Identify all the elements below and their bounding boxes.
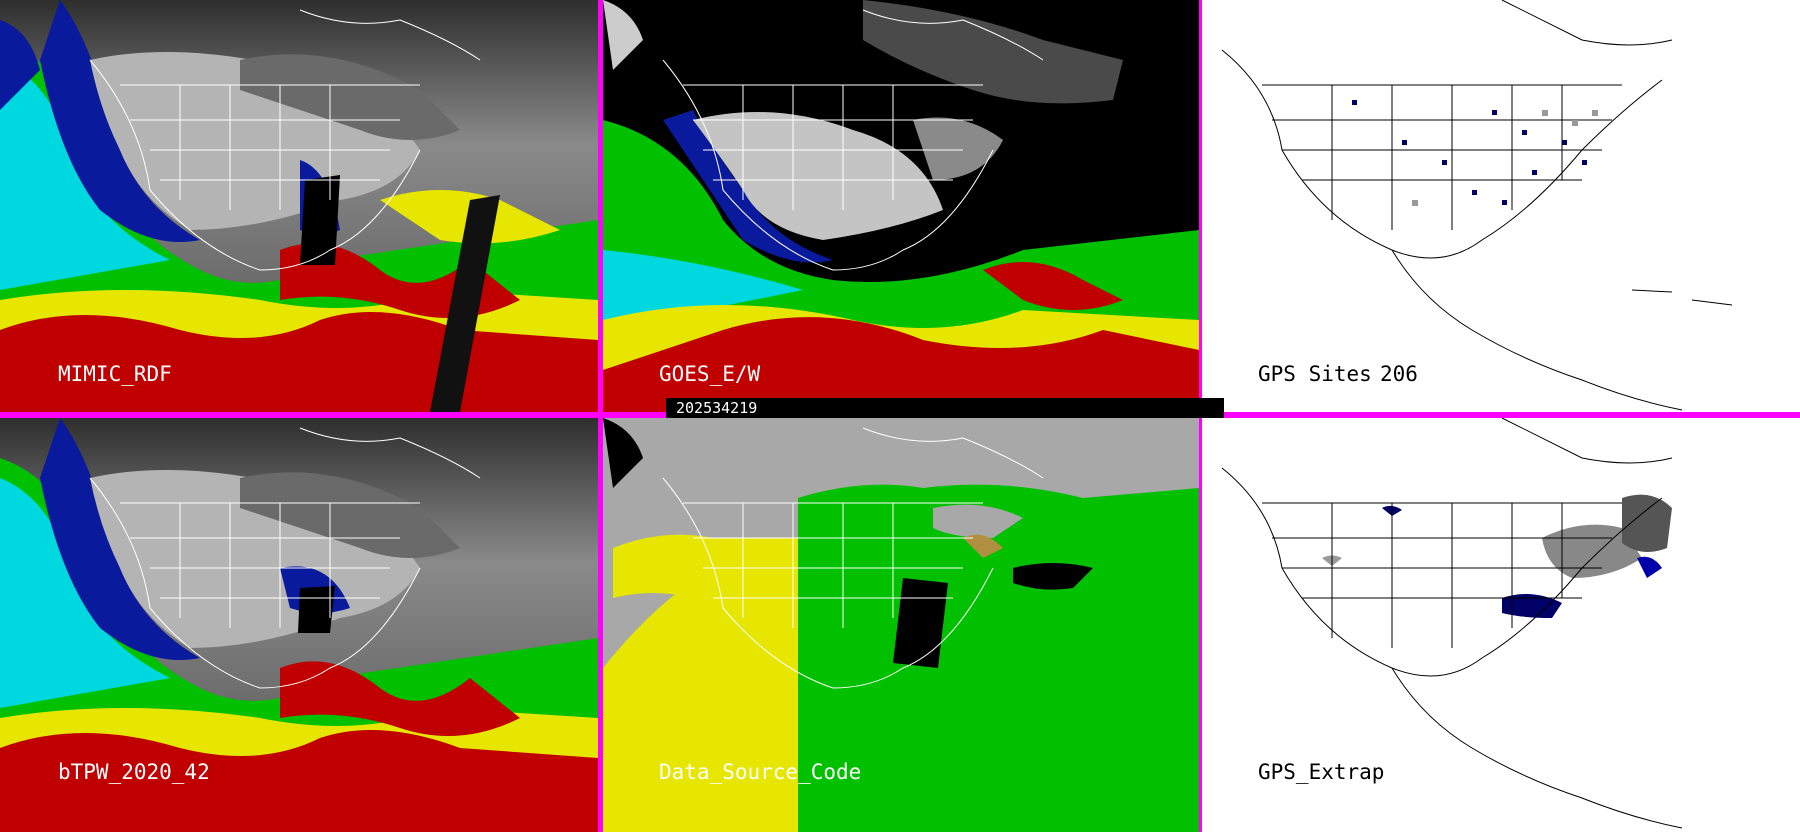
data-source-label: Data_Source_Code <box>659 760 862 784</box>
gps-sites-map <box>1202 0 1800 412</box>
panel-data-source: Data_Source_Code <box>603 418 1199 832</box>
gps-sites-label: GPS Sites <box>1258 362 1372 386</box>
panel-btpw: bTPW_2020_42 <box>0 418 598 832</box>
data-source-map <box>603 418 1199 832</box>
mimic-map <box>0 0 598 412</box>
mimic-label: MIMIC_RDF <box>58 362 172 386</box>
panel-goes: GOES_E/W <box>603 0 1199 412</box>
timestamp-bar: 202534219 <box>666 398 1224 418</box>
panel-mimic-rdf: MIMIC_RDF <box>0 0 598 412</box>
panel-gps-extrap: GPS_Extrap <box>1202 418 1800 832</box>
goes-label: GOES_E/W <box>659 362 761 386</box>
panel-gps-sites: GPS Sites 206 <box>1202 0 1800 412</box>
gps-sites-count: 206 <box>1380 362 1418 386</box>
gps-extrap-map <box>1202 418 1800 832</box>
btpw-label: bTPW_2020_42 <box>58 760 210 784</box>
btpw-map <box>0 418 598 832</box>
gps-extrap-label: GPS_Extrap <box>1258 760 1385 784</box>
goes-map <box>603 0 1199 412</box>
